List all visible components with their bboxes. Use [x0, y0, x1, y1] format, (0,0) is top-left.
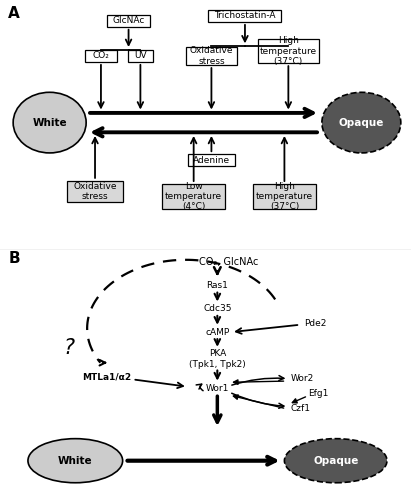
- Text: Wor1: Wor1: [206, 384, 229, 393]
- Text: White: White: [58, 456, 92, 466]
- Text: Trichostatin-A: Trichostatin-A: [214, 12, 276, 20]
- Text: B: B: [8, 251, 20, 266]
- Text: CO₂: CO₂: [92, 52, 109, 60]
- Text: Wor2: Wor2: [290, 374, 314, 383]
- Text: Oxidative
stress: Oxidative stress: [189, 46, 233, 66]
- FancyBboxPatch shape: [85, 50, 117, 62]
- FancyBboxPatch shape: [127, 50, 153, 62]
- Text: Ras1: Ras1: [206, 281, 228, 290]
- FancyBboxPatch shape: [186, 47, 237, 65]
- Ellipse shape: [322, 92, 401, 153]
- Text: GlcNAc: GlcNAc: [112, 16, 145, 26]
- FancyBboxPatch shape: [253, 184, 316, 208]
- Text: Czf1: Czf1: [290, 404, 310, 412]
- FancyBboxPatch shape: [208, 10, 282, 22]
- FancyBboxPatch shape: [258, 39, 319, 63]
- Text: Efg1: Efg1: [308, 389, 328, 398]
- FancyArrowPatch shape: [196, 384, 203, 390]
- FancyBboxPatch shape: [67, 182, 122, 202]
- Ellipse shape: [13, 92, 86, 153]
- Ellipse shape: [28, 438, 122, 483]
- Text: Opaque: Opaque: [339, 118, 384, 128]
- Text: Pde2: Pde2: [304, 319, 326, 328]
- Text: Low
temperature
(4°C): Low temperature (4°C): [165, 182, 222, 212]
- Text: A: A: [8, 6, 20, 21]
- Text: White: White: [32, 118, 67, 128]
- Text: High
temperature
(37°C): High temperature (37°C): [260, 36, 317, 66]
- Text: Opaque: Opaque: [313, 456, 358, 466]
- Text: Cdc35: Cdc35: [203, 304, 231, 314]
- Text: High
temperature
(37°C): High temperature (37°C): [256, 182, 313, 212]
- Text: cAMP: cAMP: [205, 328, 229, 336]
- FancyBboxPatch shape: [188, 154, 235, 166]
- Text: PKA
(Tpk1, Tpk2): PKA (Tpk1, Tpk2): [189, 350, 246, 368]
- Text: MTLa1/α2: MTLa1/α2: [82, 373, 132, 382]
- FancyBboxPatch shape: [162, 184, 225, 208]
- Text: Adenine: Adenine: [193, 156, 230, 164]
- Text: CO₂, GlcNAc: CO₂, GlcNAc: [199, 257, 259, 267]
- FancyBboxPatch shape: [107, 14, 150, 27]
- Text: Oxidative
stress: Oxidative stress: [73, 182, 117, 202]
- Text: UV: UV: [134, 52, 147, 60]
- Ellipse shape: [284, 438, 387, 483]
- Text: ?: ?: [64, 338, 75, 358]
